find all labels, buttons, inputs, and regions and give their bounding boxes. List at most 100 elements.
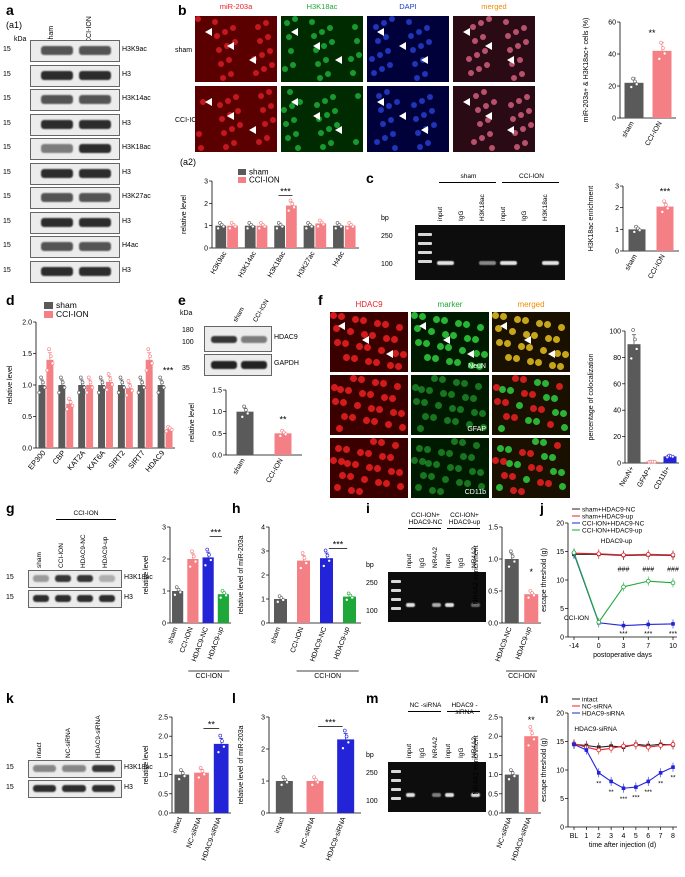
mw-label: 15 <box>3 168 11 176</box>
gel-image <box>415 225 565 280</box>
band <box>41 95 73 104</box>
data-point <box>45 368 50 373</box>
bar <box>504 559 519 623</box>
annotation: ### <box>642 566 654 573</box>
band-label: H3 <box>122 266 131 274</box>
data-point <box>530 731 534 735</box>
cell <box>433 461 440 468</box>
data-point <box>629 85 634 89</box>
cell <box>457 406 464 413</box>
cell <box>282 66 288 72</box>
category-label: sham <box>167 626 179 645</box>
cell <box>388 117 394 123</box>
cell <box>486 16 492 22</box>
data-point <box>146 347 151 352</box>
mw-label: 35 <box>182 365 190 372</box>
label-d: d <box>6 292 15 308</box>
cell <box>350 70 356 76</box>
data-point <box>209 558 213 562</box>
data-point <box>158 375 162 380</box>
cell <box>459 439 466 446</box>
bar <box>174 774 190 813</box>
cell <box>440 390 447 397</box>
cell <box>425 140 431 146</box>
micrograph-tile <box>453 16 535 82</box>
label-m: m <box>366 690 379 706</box>
y-tick-label: 2 <box>261 747 265 754</box>
gel-band <box>406 603 415 607</box>
cell <box>516 98 522 104</box>
category-label: intact <box>171 816 183 834</box>
micrograph-tile <box>453 86 535 152</box>
cell <box>522 317 529 324</box>
cell <box>442 476 449 483</box>
group-label: CCI-ION+ HDAC9-up <box>448 512 481 526</box>
cell <box>200 99 206 105</box>
cell <box>334 122 340 128</box>
cell <box>453 379 460 386</box>
cell <box>350 375 357 382</box>
panel-e-blot: kDa sham CCI-ION 180 100 35 HDAC9 GAPDH <box>180 298 310 380</box>
category-label: intact <box>274 816 286 834</box>
cell <box>475 383 482 390</box>
arrowhead-icon <box>421 56 428 64</box>
micrograph-tile <box>330 312 408 372</box>
cell <box>415 130 421 136</box>
cell <box>525 417 532 424</box>
legend-label: CCI-ION <box>249 176 280 185</box>
legend-swatch <box>44 311 53 318</box>
data-point <box>142 385 146 390</box>
y-tick-label: 2.5 <box>488 715 498 722</box>
cell <box>428 328 435 335</box>
data-point <box>671 765 675 769</box>
cell <box>504 340 511 347</box>
cell <box>418 43 424 49</box>
y-axis-label: relative level <box>181 195 188 234</box>
data-point <box>621 552 626 558</box>
bar <box>145 359 153 448</box>
cell <box>480 34 486 40</box>
arrowhead-icon <box>227 42 234 50</box>
micrograph-tile: NeuN <box>411 312 489 372</box>
cell <box>263 20 269 26</box>
band <box>79 266 111 276</box>
lane-label: input <box>500 206 507 221</box>
cell <box>414 325 421 332</box>
data-point <box>596 771 601 775</box>
ladder-band <box>391 607 401 610</box>
bar <box>157 385 165 448</box>
cell <box>355 93 361 99</box>
cell <box>229 126 235 132</box>
data-point <box>178 590 183 595</box>
data-point <box>148 354 152 359</box>
cell <box>485 117 491 123</box>
cell <box>341 413 348 420</box>
category-label: HDAC9-up <box>333 626 351 660</box>
cell <box>325 71 331 77</box>
ladder-label: 100 <box>381 261 393 268</box>
marker-label: NeuN <box>468 363 486 370</box>
data-point <box>207 552 211 557</box>
cell <box>289 103 295 109</box>
cell <box>382 321 389 328</box>
cell <box>223 144 229 150</box>
cell <box>327 25 333 31</box>
cell <box>323 57 329 63</box>
data-point <box>657 57 662 61</box>
bar <box>187 559 199 623</box>
cell <box>383 34 389 40</box>
cell <box>413 116 419 122</box>
data-point <box>39 375 43 380</box>
cell <box>387 454 394 461</box>
band-label: H3 <box>124 594 133 601</box>
cell <box>481 89 487 95</box>
cell <box>375 38 381 44</box>
cell <box>468 70 474 76</box>
legend-label: sham <box>249 168 269 177</box>
cell <box>195 16 201 22</box>
band <box>33 595 49 602</box>
cell <box>339 472 346 479</box>
cell <box>253 70 259 76</box>
data-point <box>509 768 513 772</box>
bar <box>125 388 133 448</box>
